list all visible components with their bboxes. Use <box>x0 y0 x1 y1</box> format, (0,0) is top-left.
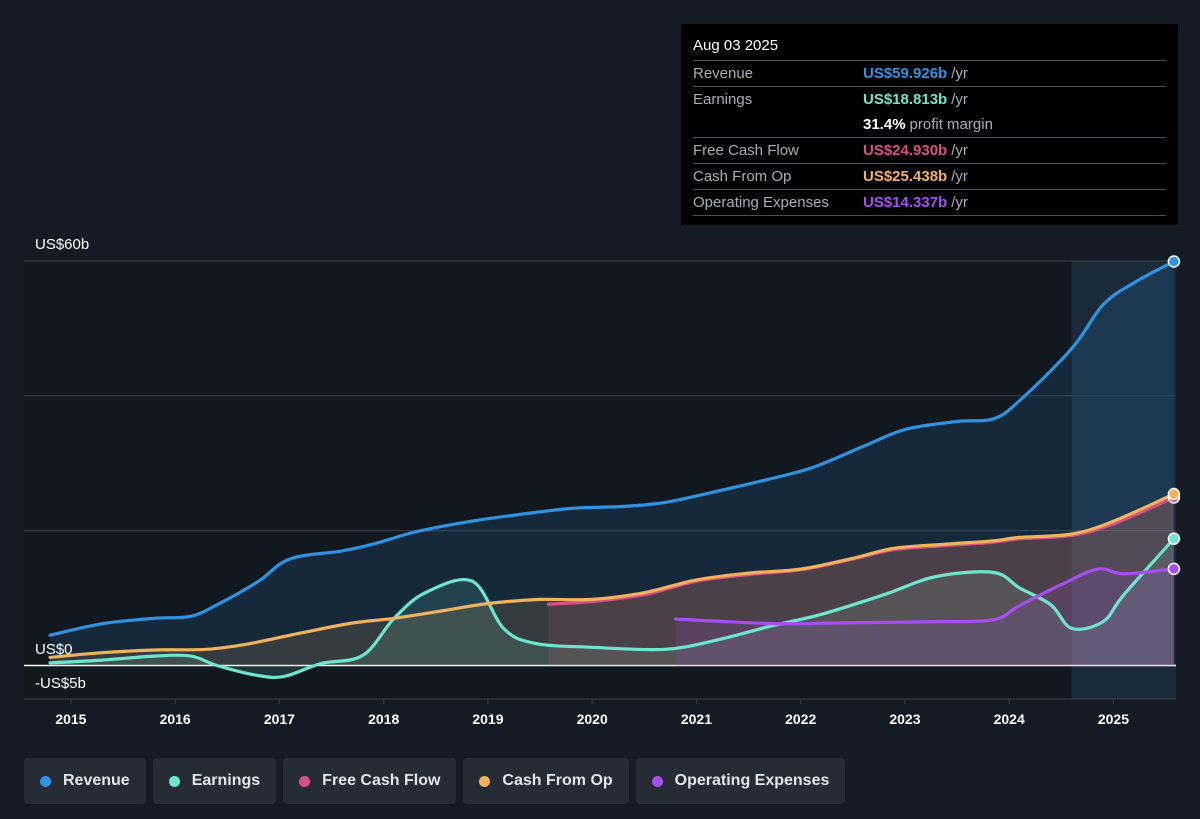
tooltip-unit: /yr <box>951 91 968 108</box>
tooltip-unit: /yr <box>951 168 968 185</box>
operating-expenses-area <box>675 568 1174 666</box>
legend-item-operating-expenses[interactable]: Operating Expenses <box>635 758 846 804</box>
tooltip-date: Aug 03 2025 <box>693 37 779 54</box>
legend-item-earnings[interactable]: Earnings <box>152 758 277 804</box>
legend-label: Operating Expenses <box>674 772 830 789</box>
revenue-area <box>50 261 1174 666</box>
free-cash-flow-dot-icon <box>299 775 311 787</box>
x-tick-label: 2021 <box>681 711 712 727</box>
x-tick-label: 2023 <box>889 711 920 727</box>
highlight-region <box>1071 261 1176 699</box>
y-label-zero: US$0 <box>35 641 73 658</box>
tooltip-unit: /yr <box>951 65 968 82</box>
operating-expenses-dot-icon <box>651 775 663 787</box>
legend-label: Cash From Op <box>502 772 613 789</box>
tooltip-value: US$59.926b <box>863 65 948 82</box>
tooltip-value: 31.4% <box>863 116 906 133</box>
earnings-dot-icon <box>168 775 180 787</box>
cash-from-op-end-point <box>1167 487 1181 501</box>
tooltip-label: Revenue <box>693 65 754 82</box>
legend-item-free-cash-flow[interactable]: Free Cash Flow <box>283 758 457 804</box>
tooltip-label: Operating Expenses <box>693 194 829 211</box>
x-tick-label: 2017 <box>264 711 295 727</box>
cash-from-op-line <box>48 492 1176 659</box>
tooltip: Aug 03 2025 Revenue US$59.926b /yr Earni… <box>681 24 1178 225</box>
tooltip-row-free-cash-flow: Free Cash Flow US$24.930b /yr <box>693 137 1166 163</box>
y-label-top: US$60b <box>35 236 89 253</box>
tooltip-unit: /yr <box>951 142 968 159</box>
tooltip-unit: profit margin <box>909 116 993 133</box>
tooltip-value: US$18.813b <box>863 91 948 108</box>
legend-label: Earnings <box>191 772 261 789</box>
operating-expenses-line <box>674 567 1176 626</box>
x-tick-label: 2015 <box>55 711 86 727</box>
earnings-area <box>50 538 1174 678</box>
earnings-end-point <box>1167 532 1181 545</box>
legend-item-cash-from-op[interactable]: Cash From Op <box>463 758 629 804</box>
tooltip-row-operating-expenses: Operating Expenses US$14.337b /yr <box>693 189 1166 216</box>
legend-item-revenue[interactable]: Revenue <box>24 758 146 804</box>
tooltip-value: US$24.930b <box>863 142 948 159</box>
tooltip-label: Free Cash Flow <box>693 142 799 159</box>
revenue-end-point <box>1167 255 1181 268</box>
legend-label: Revenue <box>63 772 130 789</box>
tooltip-row-profit-margin: 31.4% profit margin <box>693 112 1166 137</box>
tooltip-row-cash-from-op: Cash From Op US$25.438b /yr <box>693 163 1166 189</box>
legend: Revenue Earnings Free Cash Flow Cash Fro… <box>24 758 852 804</box>
tooltip-value: US$14.337b <box>863 194 948 211</box>
x-tick-label: 2016 <box>160 711 191 727</box>
revenue-dot-icon <box>40 775 51 787</box>
x-tick-label: 2020 <box>577 711 608 727</box>
tooltip-label: Earnings <box>693 91 753 108</box>
y-label-bottom: -US$5b <box>35 675 86 692</box>
revenue-line <box>48 259 1176 637</box>
x-tick-label: 2019 <box>472 711 503 727</box>
x-tick-label: 2022 <box>785 711 816 727</box>
legend-label: Free Cash Flow <box>322 772 441 789</box>
tooltip-unit: /yr <box>951 194 968 211</box>
tooltip-row-revenue: Revenue US$59.926b /yr <box>693 60 1166 86</box>
x-tick-label: 2018 <box>368 711 399 727</box>
cash-from-op-dot-icon <box>479 775 491 787</box>
plot-background <box>24 261 1072 699</box>
x-tick-label: 2024 <box>994 711 1025 727</box>
operating-expenses-end-point <box>1167 562 1181 576</box>
tooltip-label: Cash From Op <box>693 168 792 185</box>
tooltip-value: US$25.438b <box>863 168 948 185</box>
tooltip-row-earnings: Earnings US$18.813b /yr <box>693 86 1166 112</box>
x-tick-label: 2025 <box>1098 711 1129 727</box>
